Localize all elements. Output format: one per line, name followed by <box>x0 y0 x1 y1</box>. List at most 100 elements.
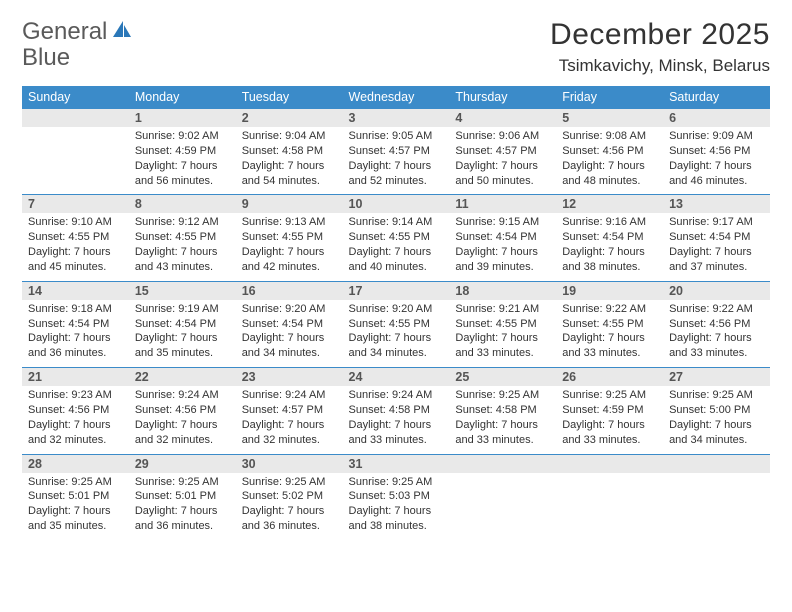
day-number: 19 <box>556 281 663 300</box>
day-number: 4 <box>449 109 556 128</box>
day-cell: Sunrise: 9:25 AMSunset: 5:03 PMDaylight:… <box>343 473 450 540</box>
daylight-text: Daylight: 7 hours and 33 minutes. <box>455 418 550 448</box>
sunset-text: Sunset: 5:03 PM <box>349 489 444 504</box>
sunrise-text: Sunrise: 9:25 AM <box>135 475 230 490</box>
day-number: 7 <box>22 195 129 214</box>
sunset-text: Sunset: 4:56 PM <box>28 403 123 418</box>
sunrise-text: Sunrise: 9:18 AM <box>28 302 123 317</box>
sunset-text: Sunset: 4:54 PM <box>562 230 657 245</box>
daylight-text: Daylight: 7 hours and 34 minutes. <box>242 331 337 361</box>
calendar-page: General December 2025 Tsimkavichy, Minsk… <box>0 0 792 612</box>
day-number: 3 <box>343 109 450 128</box>
day-cell <box>449 473 556 540</box>
week-daynum-row: 21222324252627 <box>22 368 770 387</box>
day-cell: Sunrise: 9:06 AMSunset: 4:57 PMDaylight:… <box>449 127 556 195</box>
day-number: 18 <box>449 281 556 300</box>
day-number <box>663 454 770 473</box>
sunrise-text: Sunrise: 9:17 AM <box>669 215 764 230</box>
page-subtitle: Tsimkavichy, Minsk, Belarus <box>550 56 770 76</box>
page-header: General December 2025 Tsimkavichy, Minsk… <box>22 18 770 76</box>
sunrise-text: Sunrise: 9:04 AM <box>242 129 337 144</box>
sunset-text: Sunset: 4:55 PM <box>28 230 123 245</box>
daylight-text: Daylight: 7 hours and 33 minutes. <box>349 418 444 448</box>
sunset-text: Sunset: 5:02 PM <box>242 489 337 504</box>
week-detail-row: Sunrise: 9:10 AMSunset: 4:55 PMDaylight:… <box>22 213 770 281</box>
day-number: 9 <box>236 195 343 214</box>
day-cell: Sunrise: 9:25 AMSunset: 4:58 PMDaylight:… <box>449 386 556 454</box>
daylight-text: Daylight: 7 hours and 34 minutes. <box>669 418 764 448</box>
day-number: 5 <box>556 109 663 128</box>
day-number: 25 <box>449 368 556 387</box>
daylight-text: Daylight: 7 hours and 33 minutes. <box>562 418 657 448</box>
day-number: 24 <box>343 368 450 387</box>
sunrise-text: Sunrise: 9:25 AM <box>349 475 444 490</box>
day-cell: Sunrise: 9:24 AMSunset: 4:58 PMDaylight:… <box>343 386 450 454</box>
day-cell: Sunrise: 9:02 AMSunset: 4:59 PMDaylight:… <box>129 127 236 195</box>
day-number: 11 <box>449 195 556 214</box>
sunset-text: Sunset: 4:54 PM <box>669 230 764 245</box>
day-cell: Sunrise: 9:18 AMSunset: 4:54 PMDaylight:… <box>22 300 129 368</box>
day-number: 17 <box>343 281 450 300</box>
day-number: 10 <box>343 195 450 214</box>
day-cell: Sunrise: 9:04 AMSunset: 4:58 PMDaylight:… <box>236 127 343 195</box>
title-block: December 2025 Tsimkavichy, Minsk, Belaru… <box>550 18 770 76</box>
day-cell: Sunrise: 9:10 AMSunset: 4:55 PMDaylight:… <box>22 213 129 281</box>
daylight-text: Daylight: 7 hours and 32 minutes. <box>242 418 337 448</box>
daylight-text: Daylight: 7 hours and 37 minutes. <box>669 245 764 275</box>
daylight-text: Daylight: 7 hours and 36 minutes. <box>135 504 230 534</box>
dayname-row: Sunday Monday Tuesday Wednesday Thursday… <box>22 86 770 109</box>
daylight-text: Daylight: 7 hours and 40 minutes. <box>349 245 444 275</box>
day-number: 6 <box>663 109 770 128</box>
sunrise-text: Sunrise: 9:05 AM <box>349 129 444 144</box>
daylight-text: Daylight: 7 hours and 33 minutes. <box>562 331 657 361</box>
sunrise-text: Sunrise: 9:24 AM <box>242 388 337 403</box>
daylight-text: Daylight: 7 hours and 42 minutes. <box>242 245 337 275</box>
day-number: 20 <box>663 281 770 300</box>
daylight-text: Daylight: 7 hours and 48 minutes. <box>562 159 657 189</box>
sunrise-text: Sunrise: 9:22 AM <box>669 302 764 317</box>
day-cell <box>556 473 663 540</box>
day-cell: Sunrise: 9:25 AMSunset: 5:01 PMDaylight:… <box>129 473 236 540</box>
dayname-mon: Monday <box>129 86 236 109</box>
sunrise-text: Sunrise: 9:25 AM <box>669 388 764 403</box>
day-number: 28 <box>22 454 129 473</box>
day-number: 1 <box>129 109 236 128</box>
day-number: 29 <box>129 454 236 473</box>
sunset-text: Sunset: 4:59 PM <box>562 403 657 418</box>
sunset-text: Sunset: 4:58 PM <box>242 144 337 159</box>
sunrise-text: Sunrise: 9:12 AM <box>135 215 230 230</box>
sunset-text: Sunset: 4:56 PM <box>135 403 230 418</box>
sunset-text: Sunset: 4:55 PM <box>349 317 444 332</box>
dayname-thu: Thursday <box>449 86 556 109</box>
daylight-text: Daylight: 7 hours and 36 minutes. <box>242 504 337 534</box>
sunset-text: Sunset: 4:59 PM <box>135 144 230 159</box>
page-title: December 2025 <box>550 18 770 52</box>
day-cell: Sunrise: 9:25 AMSunset: 5:02 PMDaylight:… <box>236 473 343 540</box>
daylight-text: Daylight: 7 hours and 46 minutes. <box>669 159 764 189</box>
daylight-text: Daylight: 7 hours and 36 minutes. <box>28 331 123 361</box>
sunrise-text: Sunrise: 9:14 AM <box>349 215 444 230</box>
day-cell: Sunrise: 9:25 AMSunset: 5:01 PMDaylight:… <box>22 473 129 540</box>
day-cell: Sunrise: 9:22 AMSunset: 4:55 PMDaylight:… <box>556 300 663 368</box>
day-number: 8 <box>129 195 236 214</box>
sunrise-text: Sunrise: 9:25 AM <box>28 475 123 490</box>
day-cell <box>663 473 770 540</box>
day-number <box>556 454 663 473</box>
day-number: 13 <box>663 195 770 214</box>
week-daynum-row: 14151617181920 <box>22 281 770 300</box>
day-number: 23 <box>236 368 343 387</box>
sunset-text: Sunset: 5:00 PM <box>669 403 764 418</box>
daylight-text: Daylight: 7 hours and 52 minutes. <box>349 159 444 189</box>
week-detail-row: Sunrise: 9:18 AMSunset: 4:54 PMDaylight:… <box>22 300 770 368</box>
day-number: 27 <box>663 368 770 387</box>
sunset-text: Sunset: 4:57 PM <box>455 144 550 159</box>
daylight-text: Daylight: 7 hours and 39 minutes. <box>455 245 550 275</box>
day-cell: Sunrise: 9:13 AMSunset: 4:55 PMDaylight:… <box>236 213 343 281</box>
logo: General <box>22 18 135 46</box>
day-cell: Sunrise: 9:24 AMSunset: 4:56 PMDaylight:… <box>129 386 236 454</box>
day-cell <box>22 127 129 195</box>
sunset-text: Sunset: 4:55 PM <box>349 230 444 245</box>
day-number: 12 <box>556 195 663 214</box>
sunrise-text: Sunrise: 9:16 AM <box>562 215 657 230</box>
sunset-text: Sunset: 4:58 PM <box>349 403 444 418</box>
